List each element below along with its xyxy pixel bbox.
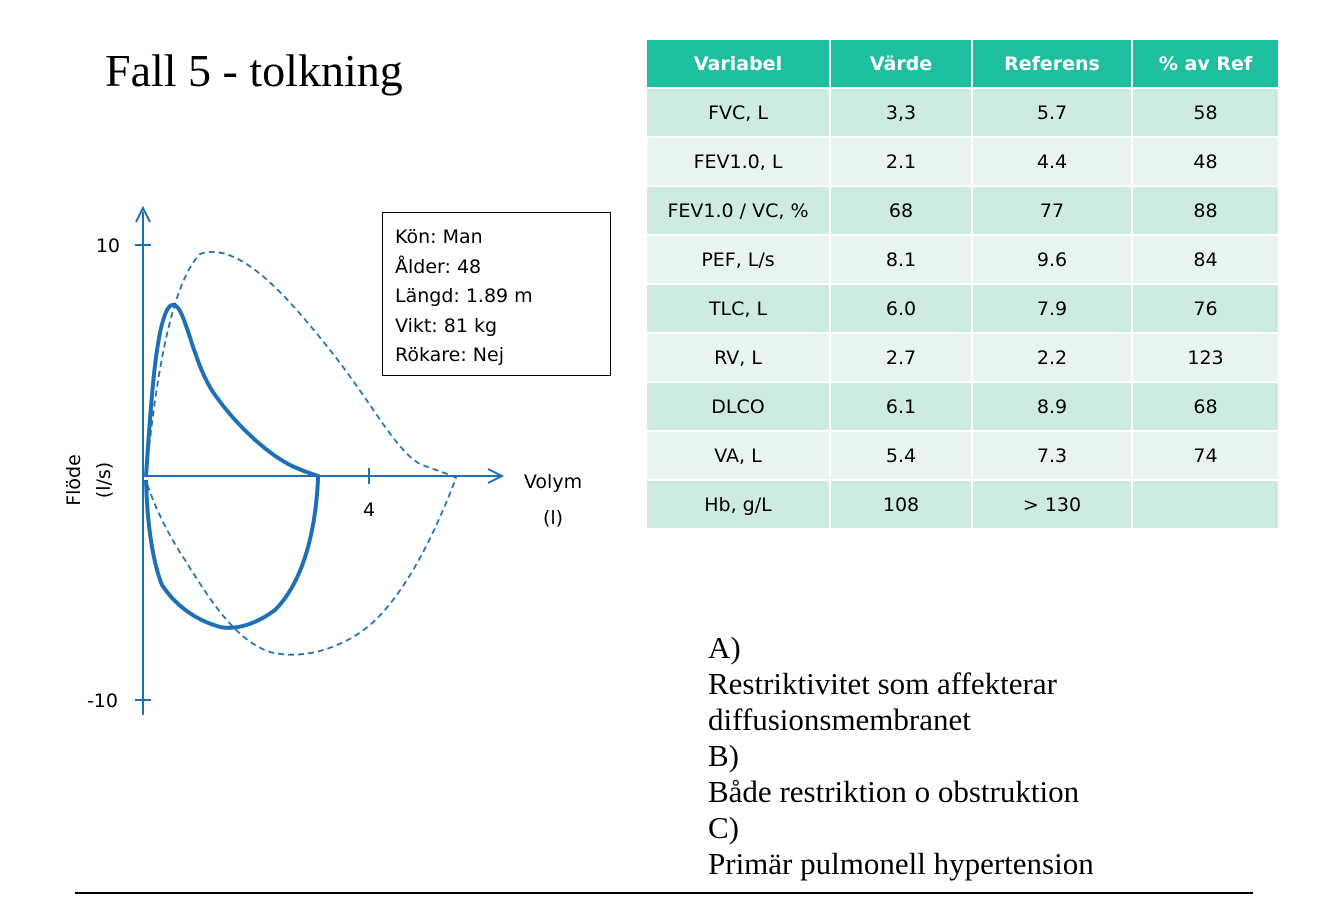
table-row: FEV1.0, L 2.1 4.4 48 bbox=[645, 136, 1280, 187]
x-arrow bbox=[487, 468, 505, 484]
table-cell: 2.7 bbox=[829, 332, 973, 383]
table-cell: 2.1 bbox=[829, 136, 973, 187]
table-cell: 9.6 bbox=[971, 234, 1133, 285]
header-cell: % av Ref bbox=[1131, 38, 1280, 89]
info-line: Vikt: 81 kg bbox=[395, 314, 498, 337]
table-cell: 74 bbox=[1131, 430, 1280, 481]
table-cell: 4.4 bbox=[971, 136, 1133, 187]
table-cell: 6.1 bbox=[829, 381, 973, 432]
table-cell: 68 bbox=[1131, 381, 1280, 432]
table-cell: 8.1 bbox=[829, 234, 973, 285]
info-line: Längd: 1.89 m bbox=[395, 285, 533, 307]
table-cell: > 130 bbox=[971, 479, 1133, 530]
table-cell: 88 bbox=[1131, 185, 1280, 236]
x-axis-label: Volym bbox=[524, 471, 582, 493]
option: A) Restriktivitet som affekterar diffusion… bbox=[708, 630, 1094, 738]
option-line: Primär pulmonell hypertension bbox=[708, 846, 1094, 881]
patient-info: Kön: Man Ålder: 48 Längd: 1.89 m Vikt: 81 k… bbox=[382, 212, 611, 376]
table-row: FEV1.0 / VC, % 68 77 88 bbox=[645, 185, 1280, 236]
table-cell: 7.9 bbox=[971, 283, 1133, 334]
table-cell: VA, L bbox=[645, 430, 831, 481]
option: B) Både restriktion o obstruktion bbox=[708, 738, 1094, 810]
table-row: RV, L 2.7 2.2 123 bbox=[645, 332, 1280, 383]
table-cell: 5.4 bbox=[829, 430, 973, 481]
x-axis-label: (l) bbox=[543, 507, 563, 529]
table-cell: FVC, L bbox=[645, 87, 831, 138]
reference-curve bbox=[145, 251, 458, 656]
table-cell: 76 bbox=[1131, 283, 1280, 334]
table-cell: 84 bbox=[1131, 234, 1280, 285]
table-cell: 2.2 bbox=[971, 332, 1133, 383]
table-cell: 77 bbox=[971, 185, 1133, 236]
results-table: Variabel Värde Referens% av Ref FVC, L 3,3 5… bbox=[645, 38, 1280, 530]
info-line: Ålder: 48 bbox=[395, 255, 482, 278]
table-cell: 3,3 bbox=[829, 87, 973, 138]
option-text: Både restriktion o obstruktion bbox=[708, 774, 1094, 810]
option-label: A) bbox=[708, 630, 741, 665]
options: A) Restriktivitet som affekterar diffusion… bbox=[708, 630, 1094, 882]
table-row: Hb, g/L 108 > 130 bbox=[645, 479, 1280, 530]
table-cell: 48 bbox=[1131, 136, 1280, 187]
option-label: C) bbox=[708, 810, 739, 845]
table-row: DLCO 6.1 8.9 68 bbox=[645, 381, 1280, 432]
info-line: Kön: Man bbox=[395, 226, 483, 248]
option-line: Restriktivitet som affekterar bbox=[708, 666, 1057, 701]
divider bbox=[75, 892, 1253, 894]
slide-title: Fall 5 - tolkning bbox=[105, 45, 403, 96]
table-cell bbox=[1131, 479, 1280, 530]
table-cell: 68 bbox=[829, 185, 973, 236]
y-arrow bbox=[135, 205, 151, 223]
table-row: FVC, L 3,3 5.7 58 bbox=[645, 87, 1280, 138]
table-row: VA, L 5.4 7.3 74 bbox=[645, 430, 1280, 481]
table-cell: PEF, L/s bbox=[645, 234, 831, 285]
header-cell: Variabel bbox=[645, 38, 831, 89]
table-cell: FEV1.0 / VC, % bbox=[645, 185, 831, 236]
table-cell: 123 bbox=[1131, 332, 1280, 383]
table-cell: Hb, g/L bbox=[645, 479, 831, 530]
option-line: Både restriktion o obstruktion bbox=[708, 774, 1080, 809]
option-line: diffusionsmembranet bbox=[708, 702, 971, 737]
table-cell: 8.9 bbox=[971, 381, 1133, 432]
table-row: PEF, L/s 8.1 9.6 84 bbox=[645, 234, 1280, 285]
measured-curve bbox=[144, 302, 320, 630]
y-tick-label: -10 bbox=[87, 690, 118, 712]
flow-volume-diagram: 10 -10 4 Flöde (l/s) Volym (l) bbox=[63, 205, 582, 715]
table-cell: 108 bbox=[829, 479, 973, 530]
x-tick-label: 4 bbox=[363, 499, 375, 521]
table-cell: DLCO bbox=[645, 381, 831, 432]
option-text: Restriktivitet som affekterar diffusionsm… bbox=[708, 666, 1094, 738]
y-tick-label: 10 bbox=[96, 235, 120, 257]
table-row: TLC, L 6.0 7.9 76 bbox=[645, 283, 1280, 334]
table-cell: FEV1.0, L bbox=[645, 136, 831, 187]
table-cell: 6.0 bbox=[829, 283, 973, 334]
option-text: Primär pulmonell hypertension bbox=[708, 846, 1094, 882]
option-label: B) bbox=[708, 738, 739, 773]
info-line: Rökare: Nej bbox=[395, 344, 504, 366]
option: C) Primär pulmonell hypertension bbox=[708, 810, 1094, 882]
header-cell: Referens bbox=[971, 38, 1133, 89]
table-cell: 5.7 bbox=[971, 87, 1133, 138]
y-axis-label: Flöde bbox=[63, 454, 85, 506]
header-cell: Värde bbox=[829, 38, 973, 89]
table-cell: 7.3 bbox=[971, 430, 1133, 481]
table-cell: TLC, L bbox=[645, 283, 831, 334]
y-axis-label: (l/s) bbox=[93, 462, 115, 498]
table-cell: 58 bbox=[1131, 87, 1280, 138]
table-cell: RV, L bbox=[645, 332, 831, 383]
